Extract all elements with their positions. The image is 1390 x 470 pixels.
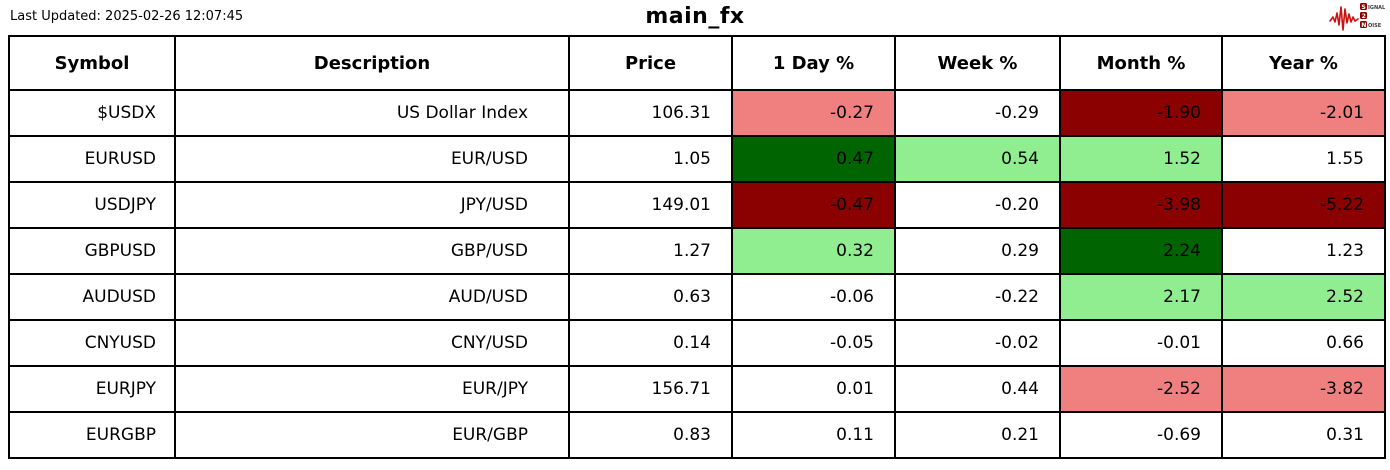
table-row: EURGBP EUR/GBP 0.83 0.11 0.21 -0.69 0.31 <box>8 411 1386 459</box>
price-cell: 0.14 <box>568 319 733 367</box>
description-cell: EUR/JPY <box>174 365 570 413</box>
pct-change-cell: 0.01 <box>731 365 896 413</box>
table-row: GBPUSD GBP/USD 1.27 0.32 0.29 2.24 1.23 <box>8 227 1386 275</box>
pct-change-cell: -2.52 <box>1059 365 1223 413</box>
column-header-week: Week % <box>894 35 1061 91</box>
column-header-price: Price <box>568 35 733 91</box>
description-cell: JPY/USD <box>174 181 570 229</box>
pct-change-cell: 0.29 <box>894 227 1061 275</box>
symbol-cell: EURGBP <box>8 411 176 459</box>
pct-change-cell: 2.17 <box>1059 273 1223 321</box>
fx-table-body: $USDX US Dollar Index 106.31 -0.27 -0.29 -1.9… <box>8 89 1386 459</box>
logo-text-oise: OISE <box>1368 23 1382 29</box>
table-row: USDJPY JPY/USD 149.01 -0.47 -0.20 -3.98 -5.22 <box>8 181 1386 229</box>
symbol-cell: EURUSD <box>8 135 176 183</box>
symbol-cell: EURJPY <box>8 365 176 413</box>
logo-letter-2: 2 <box>1362 13 1366 20</box>
pct-change-cell: -0.47 <box>731 181 896 229</box>
column-header-symbol: Symbol <box>8 35 176 91</box>
price-cell: 1.27 <box>568 227 733 275</box>
price-cell: 149.01 <box>568 181 733 229</box>
table-row: AUDUSD AUD/USD 0.63 -0.06 -0.22 2.17 2.52 <box>8 273 1386 321</box>
description-cell: EUR/GBP <box>174 411 570 459</box>
column-header-month: Month % <box>1059 35 1223 91</box>
pct-change-cell: -0.22 <box>894 273 1061 321</box>
symbol-cell: CNYUSD <box>8 319 176 367</box>
pct-change-cell: 0.11 <box>731 411 896 459</box>
price-cell: 0.83 <box>568 411 733 459</box>
price-cell: 1.05 <box>568 135 733 183</box>
symbol-cell: GBPUSD <box>8 227 176 275</box>
table-row: EURUSD EUR/USD 1.05 0.47 0.54 1.52 1.55 <box>8 135 1386 183</box>
pct-change-cell: 1.55 <box>1221 135 1386 183</box>
table-row: CNYUSD CNY/USD 0.14 -0.05 -0.02 -0.01 0.66 <box>8 319 1386 367</box>
pct-change-cell: 0.47 <box>731 135 896 183</box>
logo-letter-s: S <box>1361 4 1365 11</box>
pct-change-cell: 0.31 <box>1221 411 1386 459</box>
description-cell: GBP/USD <box>174 227 570 275</box>
price-cell: 156.71 <box>568 365 733 413</box>
pct-change-cell: 0.66 <box>1221 319 1386 367</box>
pct-change-cell: 0.32 <box>731 227 896 275</box>
symbol-cell: $USDX <box>8 89 176 137</box>
pct-change-cell: -1.90 <box>1059 89 1223 137</box>
pct-change-cell: -0.20 <box>894 181 1061 229</box>
table-row: EURJPY EUR/JPY 156.71 0.01 0.44 -2.52 -3.82 <box>8 365 1386 413</box>
logo-box-2 <box>1360 12 1367 19</box>
symbol-cell: USDJPY <box>8 181 176 229</box>
pct-change-cell: -3.82 <box>1221 365 1386 413</box>
description-cell: AUD/USD <box>174 273 570 321</box>
description-cell: US Dollar Index <box>174 89 570 137</box>
logo-box-n <box>1360 21 1367 28</box>
logo-letter-n: N <box>1361 22 1366 29</box>
pct-change-cell: -0.06 <box>731 273 896 321</box>
pct-change-cell: 1.52 <box>1059 135 1223 183</box>
logo-text-ignal: IGNAL <box>1368 5 1385 11</box>
pct-change-cell: -3.98 <box>1059 181 1223 229</box>
fx-table: Symbol Description Price 1 Day % Week % … <box>8 35 1386 459</box>
column-header-1day: 1 Day % <box>731 35 896 91</box>
logo-box-s <box>1360 3 1367 10</box>
pct-change-cell: -0.69 <box>1059 411 1223 459</box>
pct-change-cell: 0.44 <box>894 365 1061 413</box>
table-row: $USDX US Dollar Index 106.31 -0.27 -0.29 -1.9… <box>8 89 1386 137</box>
fx-table-header: Symbol Description Price 1 Day % Week % … <box>8 35 1386 91</box>
pct-change-cell: -5.22 <box>1221 181 1386 229</box>
pct-change-cell: -0.01 <box>1059 319 1223 367</box>
last-updated-label: Last Updated: 2025-02-26 12:07:45 <box>10 9 244 24</box>
price-cell: 106.31 <box>568 89 733 137</box>
pct-change-cell: -0.05 <box>731 319 896 367</box>
column-header-description: Description <box>174 35 570 91</box>
description-cell: EUR/USD <box>174 135 570 183</box>
column-header-year: Year % <box>1221 35 1386 91</box>
pct-change-cell: 1.23 <box>1221 227 1386 275</box>
pct-change-cell: 0.54 <box>894 135 1061 183</box>
symbol-cell: AUDUSD <box>8 273 176 321</box>
signal2noise-logo-icon: S IGNAL 2 N OISE <box>1329 3 1385 31</box>
pct-change-cell: 2.52 <box>1221 273 1386 321</box>
pct-change-cell: -0.27 <box>731 89 896 137</box>
pct-change-cell: -0.29 <box>894 89 1061 137</box>
pct-change-cell: -0.02 <box>894 319 1061 367</box>
page-title: main_fx <box>645 4 745 29</box>
header-row: Symbol Description Price 1 Day % Week % … <box>8 35 1386 91</box>
pct-change-cell: -2.01 <box>1221 89 1386 137</box>
price-cell: 0.63 <box>568 273 733 321</box>
waveform-icon <box>1329 6 1359 31</box>
description-cell: CNY/USD <box>174 319 570 367</box>
pct-change-cell: 2.24 <box>1059 227 1223 275</box>
pct-change-cell: 0.21 <box>894 411 1061 459</box>
